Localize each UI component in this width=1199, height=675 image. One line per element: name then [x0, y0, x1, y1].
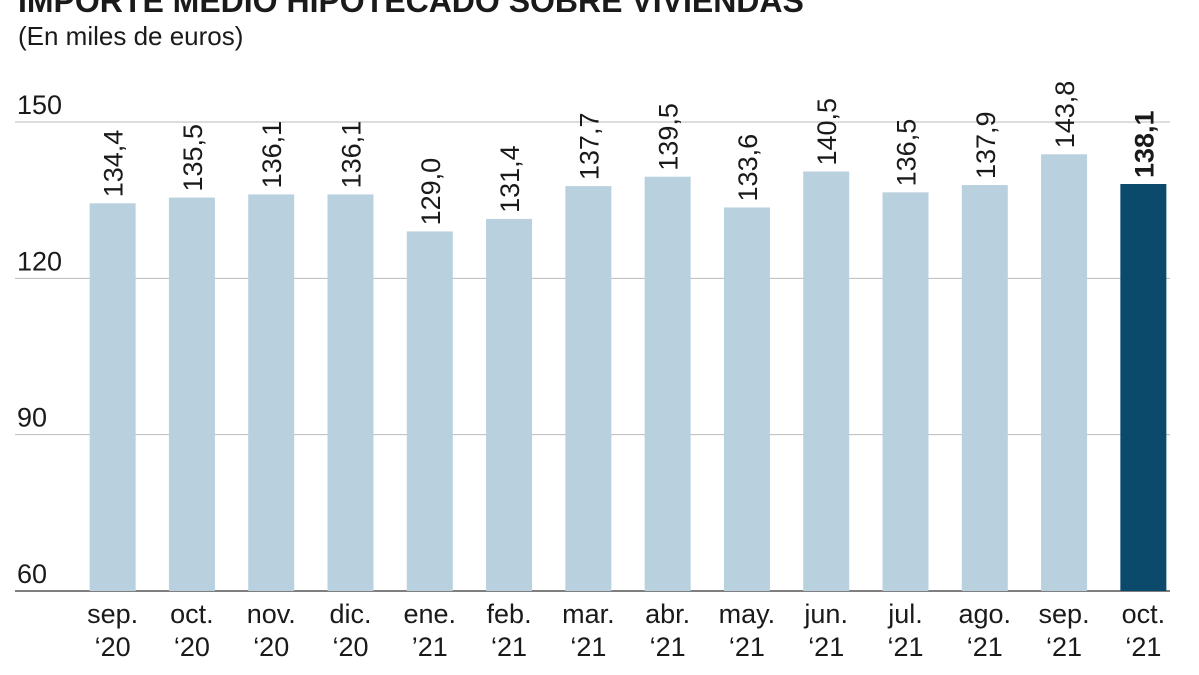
value-label: 140,5 — [812, 98, 842, 166]
bar — [1041, 154, 1088, 591]
value-label: 138,1 — [1129, 110, 1159, 178]
value-label: 136,1 — [337, 121, 367, 189]
value-label: 135,5 — [178, 124, 208, 192]
x-tick-label: ene. ’21 — [403, 599, 457, 662]
value-label: 143,8 — [1050, 81, 1080, 149]
bar — [248, 194, 295, 591]
x-tick-label: dic. ‘20 — [329, 599, 372, 662]
y-tick-label: 150 — [17, 90, 62, 120]
value-label: 137,7 — [574, 113, 604, 181]
bar — [168, 197, 215, 592]
bar — [644, 176, 691, 591]
value-label: 136,1 — [257, 121, 287, 189]
x-tick-label: feb. ‘21 — [486, 599, 532, 662]
value-label: 133,6 — [733, 134, 763, 202]
x-tick-label: oct. ‘20 — [170, 599, 214, 662]
x-tick-label: abr. ‘21 — [645, 599, 691, 662]
bar — [1120, 184, 1167, 592]
value-label: 131,4 — [495, 145, 525, 213]
chart-subtitle: (En miles de euros) — [18, 21, 243, 51]
x-tick-label: oct. ‘21 — [1121, 599, 1166, 662]
chart-title: IMPORTE MEDIO HIPOTECADO SOBRE VIVIENDAS — [18, 0, 804, 19]
value-label: 129,0 — [416, 158, 446, 226]
x-tick-label: jul. ‘21 — [887, 599, 924, 662]
bar — [327, 194, 374, 591]
bar — [486, 218, 533, 591]
x-tick-label: jun. ‘21 — [804, 599, 848, 662]
value-label: 137,9 — [971, 111, 1001, 179]
y-tick-label: 60 — [17, 559, 47, 589]
value-label: 139,5 — [654, 103, 684, 171]
bar — [565, 186, 612, 591]
x-tick-label: sep. ‘20 — [87, 599, 139, 662]
bar — [961, 185, 1008, 591]
x-tick-label: nov. ‘20 — [246, 599, 296, 662]
bar — [406, 231, 453, 591]
x-tick-label: mar. ‘21 — [562, 599, 615, 662]
y-tick-label: 120 — [17, 246, 62, 276]
bar — [882, 192, 929, 591]
bar — [803, 171, 850, 591]
value-label: 136,5 — [892, 119, 922, 187]
y-tick-label: 90 — [17, 403, 47, 433]
x-tick-label: may. ‘21 — [718, 599, 776, 662]
bar — [89, 203, 136, 591]
x-tick-label: sep. ‘21 — [1038, 599, 1090, 662]
value-label: 134,4 — [99, 130, 129, 198]
bar — [723, 207, 770, 591]
x-tick-label: ago. ‘21 — [958, 599, 1012, 662]
